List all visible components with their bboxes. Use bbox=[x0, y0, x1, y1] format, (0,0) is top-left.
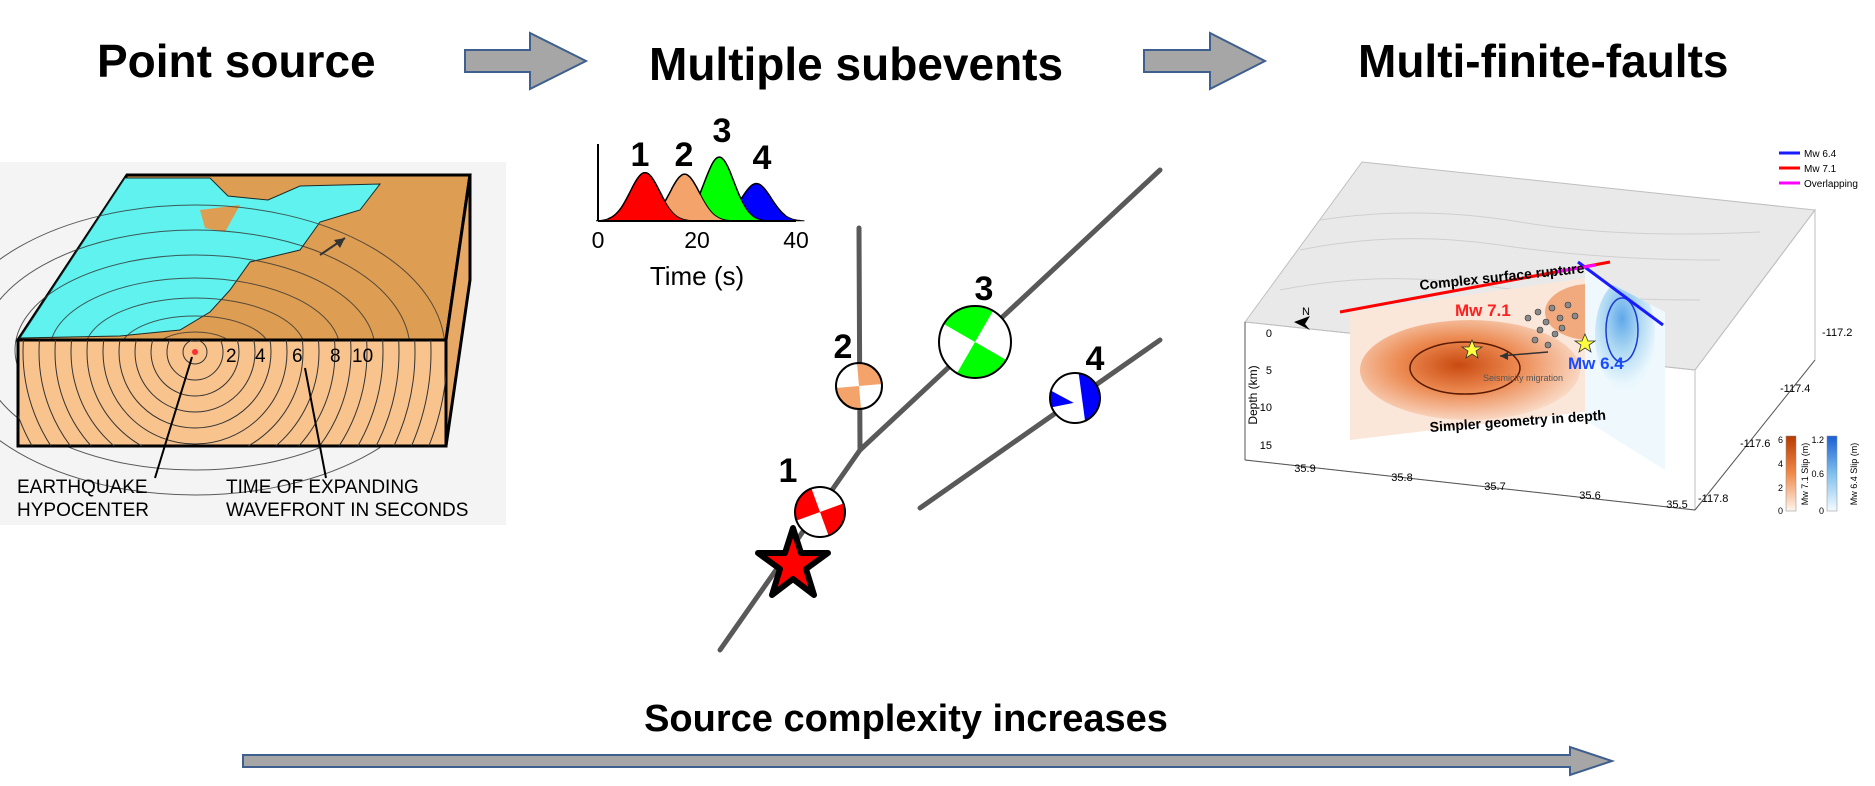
ring-label-4: 4 bbox=[255, 346, 266, 367]
pulse-label-2: 2 bbox=[675, 136, 694, 174]
depth-axis-label: Depth (km) bbox=[1246, 365, 1260, 424]
beachball-label-4: 4 bbox=[1086, 340, 1105, 378]
beachball-4 bbox=[1049, 372, 1101, 424]
hypocenter-label-line2: HYPOCENTER bbox=[17, 500, 149, 521]
depth-tick-5: 5 bbox=[1266, 365, 1272, 377]
depth-tick-15: 15 bbox=[1260, 440, 1272, 452]
time-tick-0: 0 bbox=[592, 227, 605, 253]
annotation-mw64: Mw 6.4 bbox=[1568, 354, 1624, 373]
lon-tick-2: -117.4 bbox=[1780, 383, 1810, 395]
overlap-trace bbox=[1554, 263, 1597, 274]
lat-tick-5: 35.5 bbox=[1666, 499, 1687, 511]
lon-tick-3: -117.6 bbox=[1740, 438, 1770, 450]
sea-region bbox=[19, 177, 382, 339]
beachball-1 bbox=[794, 486, 846, 538]
north-arrow-label: N bbox=[1302, 306, 1310, 318]
beachball-3 bbox=[938, 305, 1012, 379]
beachball-label-3: 3 bbox=[975, 270, 994, 308]
lon-tick-1: -117.2 bbox=[1822, 327, 1852, 339]
time-tick-40: 40 bbox=[783, 227, 809, 253]
arrow-right-1 bbox=[464, 31, 589, 91]
ring-label-6: 6 bbox=[292, 346, 303, 367]
lat-tick-4: 35.6 bbox=[1579, 490, 1600, 502]
annotation-mw71: Mw 7.1 bbox=[1455, 301, 1511, 320]
epicenter-star[interactable] bbox=[755, 525, 831, 598]
lat-tick-1: 35.9 bbox=[1294, 463, 1315, 475]
ring-label-8: 8 bbox=[330, 346, 341, 367]
aftershock-dots bbox=[1524, 301, 1579, 349]
legend-mw64: Mw 6.4 bbox=[1804, 149, 1837, 160]
pulse-label-4: 4 bbox=[753, 139, 772, 177]
time-axis-label: Time (s) bbox=[650, 261, 744, 291]
cb71-label: Mw 7.1 Slip (m) bbox=[1800, 443, 1810, 506]
beachball-2 bbox=[835, 362, 883, 410]
long-bottom-arrow bbox=[242, 745, 1616, 777]
cb71-tick-4: 4 bbox=[1778, 459, 1783, 469]
finite-fault-model: Complex surface rupture Mw 7.1 Mw 6.4 Se… bbox=[1244, 149, 1859, 516]
depth-tick-0: 0 bbox=[1266, 328, 1272, 340]
pulse-label-1: 1 bbox=[631, 136, 650, 174]
cb64-tick-0-6: 0.6 bbox=[1811, 469, 1824, 479]
stf-envelope bbox=[607, 156, 786, 220]
cb64-tick-0: 0 bbox=[1819, 506, 1824, 516]
cb71-tick-2: 2 bbox=[1778, 483, 1783, 493]
title-multi-finite-faults: Multi-finite-faults bbox=[1358, 35, 1729, 87]
lat-tick-3: 35.7 bbox=[1484, 481, 1505, 493]
title-multiple-subevents: Multiple subevents bbox=[649, 38, 1064, 90]
lon-tick-4: -117.8 bbox=[1698, 493, 1728, 505]
ring-label-2: 2 bbox=[226, 346, 237, 367]
lat-tick-2: 35.8 bbox=[1391, 472, 1412, 484]
subevents-diagram: 0 20 40 Time (s) 1 2 3 4 1 bbox=[592, 112, 1163, 653]
cb64-tick-1-2: 1.2 bbox=[1811, 435, 1824, 445]
north-arrow-icon bbox=[1294, 316, 1310, 330]
block-front-face bbox=[16, 338, 448, 448]
annotation-seismicity-migration: Seismicity migration bbox=[1483, 373, 1563, 383]
wavefront-label-line1: TIME OF EXPANDING bbox=[226, 477, 419, 498]
mw64-surface-trace bbox=[1577, 260, 1664, 327]
time-tick-20: 20 bbox=[684, 227, 710, 253]
legend-overlapping: Overlapping bbox=[1804, 179, 1858, 190]
footer-caption: Source complexity increases bbox=[644, 698, 1168, 740]
fault-traces bbox=[717, 167, 1163, 653]
point-source-diagram: 2 4 6 8 10 EARTHQUAKE HYPOCENTER TIME OF… bbox=[0, 162, 506, 525]
hypocenter-label-line1: EARTHQUAKE bbox=[17, 477, 148, 498]
wavefront-label-line2: WAVEFRONT IN SECONDS bbox=[226, 500, 468, 521]
title-point-source: Point source bbox=[97, 35, 376, 87]
source-time-function-plot bbox=[595, 144, 805, 222]
colorbar-mw71 bbox=[1785, 435, 1797, 512]
cb71-tick-6: 6 bbox=[1778, 435, 1783, 445]
arrow-right-2 bbox=[1143, 31, 1268, 91]
legend-mw71: Mw 7.1 bbox=[1804, 164, 1837, 175]
beachball-label-2: 2 bbox=[834, 328, 853, 366]
pulse-label-3: 3 bbox=[713, 112, 732, 150]
mw71-epicenter-star bbox=[1460, 338, 1484, 359]
fault-legend: Mw 6.4 Mw 7.1 Overlapping bbox=[1779, 149, 1858, 190]
beachball-label-1: 1 bbox=[779, 452, 798, 490]
depth-tick-10: 10 bbox=[1260, 402, 1272, 414]
mw71-slip-patch bbox=[1360, 320, 1580, 420]
cb64-label: Mw 6.4 Slip (m) bbox=[1849, 443, 1859, 506]
ring-label-10: 10 bbox=[352, 346, 373, 367]
cb71-tick-0: 0 bbox=[1778, 506, 1783, 516]
mw64-epicenter-star bbox=[1573, 332, 1597, 353]
hypocenter-marker bbox=[192, 349, 198, 355]
colorbar-mw64 bbox=[1826, 435, 1838, 512]
